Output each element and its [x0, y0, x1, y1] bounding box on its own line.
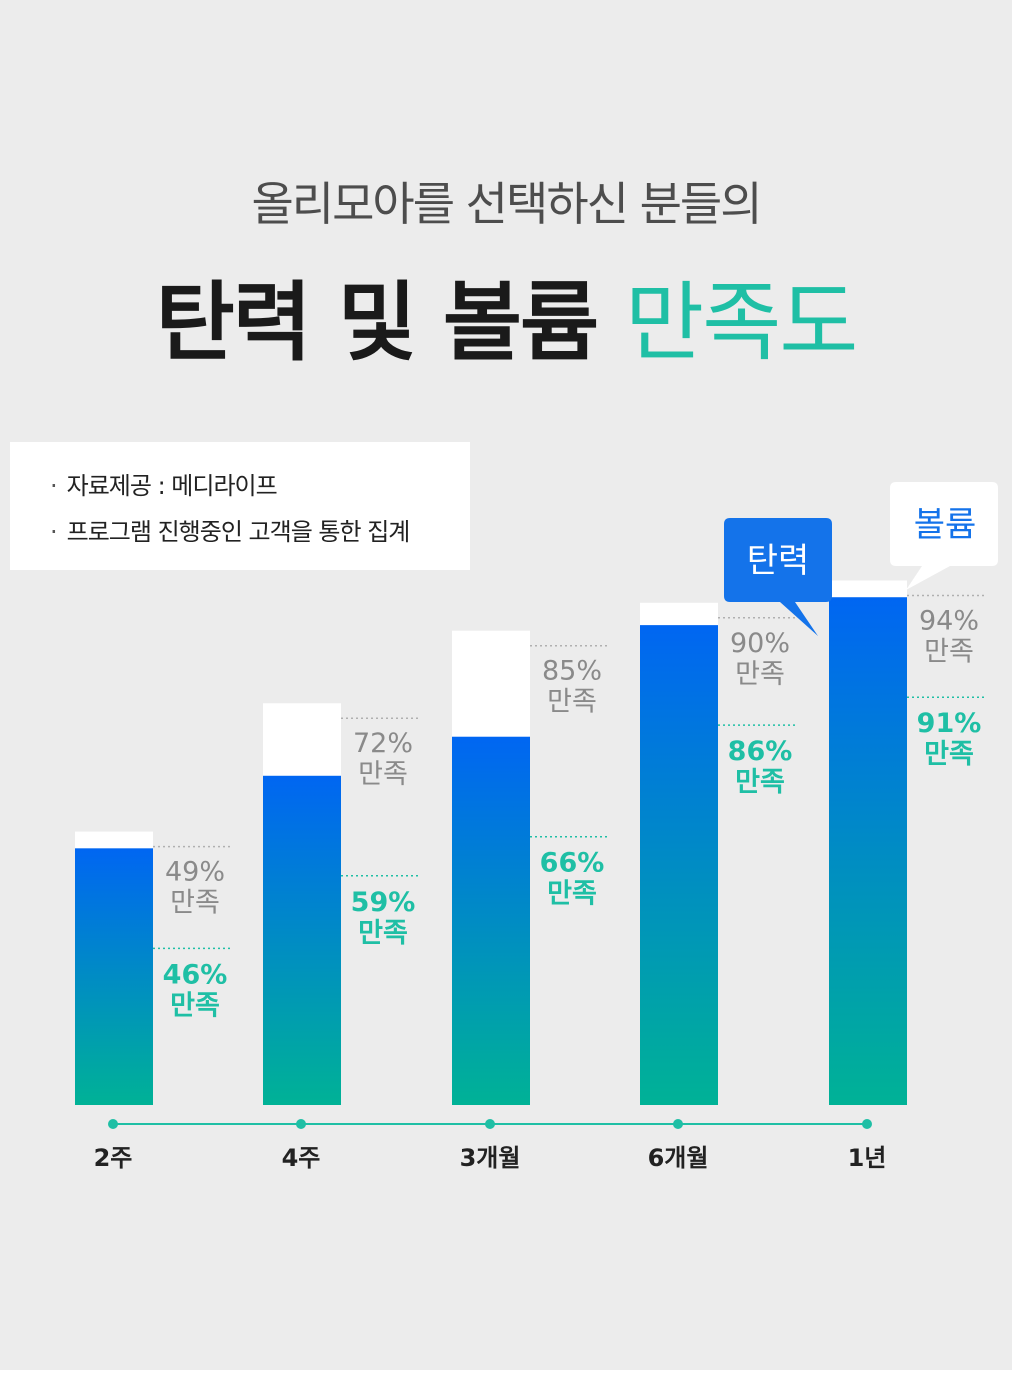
elasticity-satisfaction-label: 만족 — [924, 739, 974, 770]
chart-title-text: 탄력 및 볼륨 — [155, 272, 626, 373]
elasticity-satisfaction-label: 만족 — [735, 767, 785, 798]
elasticity-value-label: 66% — [540, 848, 605, 879]
volume-value-label: 90% — [730, 628, 790, 659]
category-label: 3개월 — [460, 1144, 521, 1172]
category-label: 2주 — [94, 1144, 133, 1172]
elasticity-bubble — [724, 518, 832, 636]
elasticity-bar — [640, 625, 718, 1105]
source-note-provider: 자료제공 : 메디라이프 — [50, 466, 278, 501]
timeline-dot — [108, 1119, 118, 1129]
timeline-dot — [485, 1119, 495, 1129]
volume-value-label: 94% — [919, 605, 979, 636]
elasticity-bar — [75, 848, 153, 1105]
elasticity-value-label: 46% — [163, 959, 228, 990]
volume-value-label: 85% — [542, 656, 602, 687]
elasticity-bar — [452, 736, 530, 1105]
elasticity-bar — [829, 597, 907, 1105]
elasticity-bar — [263, 775, 341, 1105]
elasticity-satisfaction-label: 만족 — [358, 918, 408, 949]
timeline-dot — [673, 1119, 683, 1129]
category-label: 4주 — [282, 1144, 321, 1172]
volume-satisfaction-label: 만족 — [924, 636, 974, 667]
chart-title-highlight: 만족도 — [625, 273, 858, 373]
volume-bubble-label: 볼륨 — [914, 505, 977, 545]
elasticity-bubble-label: 탄력 — [747, 541, 810, 581]
elasticity-satisfaction-label: 만족 — [547, 879, 597, 910]
volume-value-label: 49% — [165, 857, 225, 888]
volume-satisfaction-label: 만족 — [547, 687, 597, 718]
category-label: 1년 — [848, 1144, 887, 1172]
timeline-dot — [862, 1119, 872, 1129]
volume-bubble — [890, 482, 998, 590]
elasticity-satisfaction-label: 만족 — [170, 990, 220, 1021]
volume-satisfaction-label: 만족 — [170, 888, 220, 919]
chart-title: 탄력 및 볼륨 만족도 — [0, 252, 1012, 377]
category-label: 6개월 — [648, 1144, 709, 1172]
source-note-method: 프로그램 진행중인 고객을 통한 집계 — [50, 512, 411, 547]
volume-satisfaction-label: 만족 — [735, 659, 785, 690]
elasticity-value-label: 59% — [351, 887, 416, 918]
volume-value-label: 72% — [353, 728, 413, 759]
timeline-dot — [296, 1119, 306, 1129]
source-note-box: 자료제공 : 메디라이프 프로그램 진행중인 고객을 통한 집계 — [10, 442, 470, 570]
chart-subtitle: 올리모아를 선택하신 분들의 — [251, 177, 762, 231]
volume-satisfaction-label: 만족 — [358, 759, 408, 790]
elasticity-value-label: 91% — [917, 708, 982, 739]
elasticity-value-label: 86% — [728, 736, 793, 767]
